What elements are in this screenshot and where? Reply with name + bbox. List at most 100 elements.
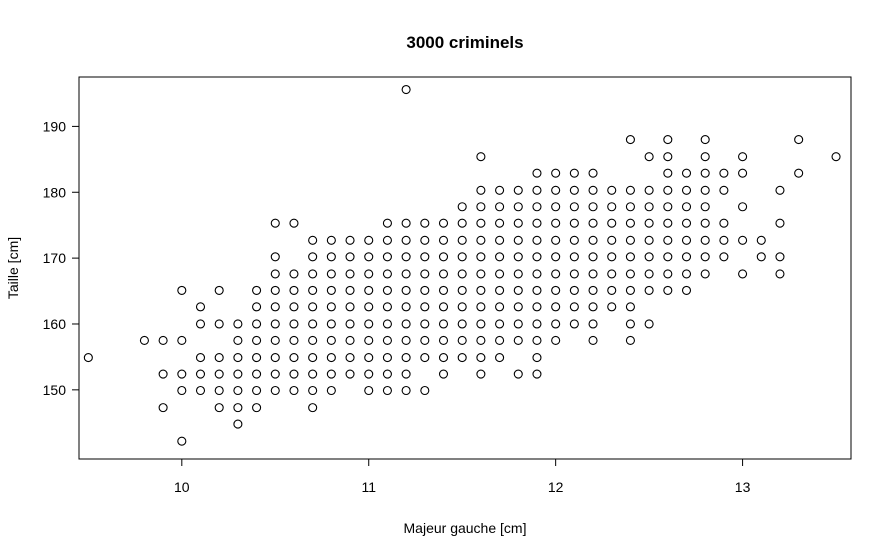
data-point bbox=[345, 353, 355, 363]
data-point bbox=[308, 385, 318, 396]
data-point bbox=[738, 235, 748, 245]
data-point bbox=[308, 252, 318, 262]
data-point bbox=[420, 385, 430, 396]
data-point bbox=[794, 135, 804, 145]
data-point bbox=[326, 319, 336, 329]
data-point bbox=[495, 235, 505, 245]
data-point bbox=[382, 385, 392, 396]
data-point bbox=[401, 252, 411, 262]
data-point bbox=[345, 335, 355, 345]
data-point bbox=[457, 285, 467, 295]
data-point bbox=[401, 285, 411, 295]
data-point bbox=[177, 436, 187, 446]
data-point bbox=[663, 235, 673, 245]
data-point bbox=[438, 218, 449, 228]
data-point bbox=[382, 252, 392, 262]
data-point bbox=[495, 335, 505, 345]
data-point bbox=[551, 168, 561, 178]
data-point bbox=[364, 385, 374, 396]
data-point bbox=[495, 218, 505, 228]
data-point bbox=[513, 369, 523, 379]
data-point bbox=[775, 252, 785, 262]
data-point bbox=[495, 252, 505, 262]
data-point bbox=[738, 202, 748, 212]
data-point bbox=[252, 369, 262, 379]
data-point bbox=[382, 335, 392, 345]
x-tick-label: 11 bbox=[361, 479, 376, 495]
data-point bbox=[214, 285, 224, 295]
data-point bbox=[233, 335, 243, 345]
data-point bbox=[532, 252, 542, 262]
data-point bbox=[308, 285, 318, 295]
data-point bbox=[252, 403, 262, 413]
data-point bbox=[476, 319, 486, 329]
data-point bbox=[364, 353, 374, 363]
data-point bbox=[401, 369, 411, 379]
data-point bbox=[308, 319, 318, 329]
data-point bbox=[382, 302, 392, 312]
data-point bbox=[476, 302, 486, 312]
data-point bbox=[476, 202, 486, 212]
data-point bbox=[625, 302, 635, 312]
data-point bbox=[513, 235, 523, 245]
data-point bbox=[270, 269, 280, 279]
data-point bbox=[607, 185, 617, 195]
data-point bbox=[681, 168, 692, 178]
data-point bbox=[775, 269, 785, 279]
data-point bbox=[513, 202, 523, 212]
data-point bbox=[364, 285, 374, 295]
data-point bbox=[270, 353, 280, 363]
data-point bbox=[756, 252, 766, 262]
y-tick-label: 160 bbox=[43, 316, 67, 332]
x-tick-label: 13 bbox=[735, 479, 751, 495]
data-point bbox=[214, 385, 224, 396]
data-point bbox=[625, 218, 635, 228]
data-point bbox=[457, 252, 467, 262]
data-point bbox=[270, 369, 280, 379]
data-point bbox=[420, 353, 430, 363]
data-point bbox=[364, 369, 374, 379]
data-point bbox=[700, 252, 710, 262]
data-point bbox=[345, 252, 355, 262]
data-point bbox=[644, 285, 654, 295]
data-point bbox=[457, 269, 467, 279]
data-point bbox=[738, 269, 748, 279]
data-point bbox=[270, 218, 280, 228]
data-point bbox=[625, 285, 635, 295]
data-point bbox=[457, 353, 467, 363]
data-point bbox=[607, 218, 617, 228]
data-point bbox=[551, 285, 561, 295]
data-point bbox=[420, 235, 430, 245]
data-point bbox=[401, 353, 411, 363]
data-point bbox=[401, 385, 411, 396]
data-point bbox=[738, 168, 748, 178]
data-point bbox=[233, 319, 243, 329]
data-point bbox=[513, 319, 523, 329]
data-point bbox=[476, 285, 486, 295]
data-point bbox=[495, 185, 505, 195]
data-point bbox=[588, 218, 598, 228]
data-point bbox=[495, 319, 505, 329]
data-point bbox=[775, 185, 785, 195]
data-point bbox=[476, 252, 486, 262]
data-point bbox=[214, 319, 224, 329]
data-point bbox=[513, 252, 523, 262]
data-point bbox=[551, 218, 561, 228]
data-point bbox=[457, 202, 467, 212]
data-point bbox=[513, 269, 523, 279]
data-point bbox=[625, 319, 635, 329]
y-tick-label: 180 bbox=[43, 184, 67, 200]
data-point bbox=[625, 202, 635, 212]
chart-title: 3000 criminels bbox=[406, 33, 523, 52]
data-point bbox=[195, 302, 206, 312]
data-point bbox=[401, 269, 411, 279]
data-point bbox=[663, 135, 673, 145]
data-point bbox=[532, 319, 542, 329]
data-point bbox=[532, 302, 542, 312]
data-point bbox=[252, 335, 262, 345]
data-point bbox=[495, 353, 505, 363]
data-point bbox=[607, 235, 617, 245]
data-point bbox=[457, 319, 467, 329]
data-point bbox=[233, 419, 243, 429]
